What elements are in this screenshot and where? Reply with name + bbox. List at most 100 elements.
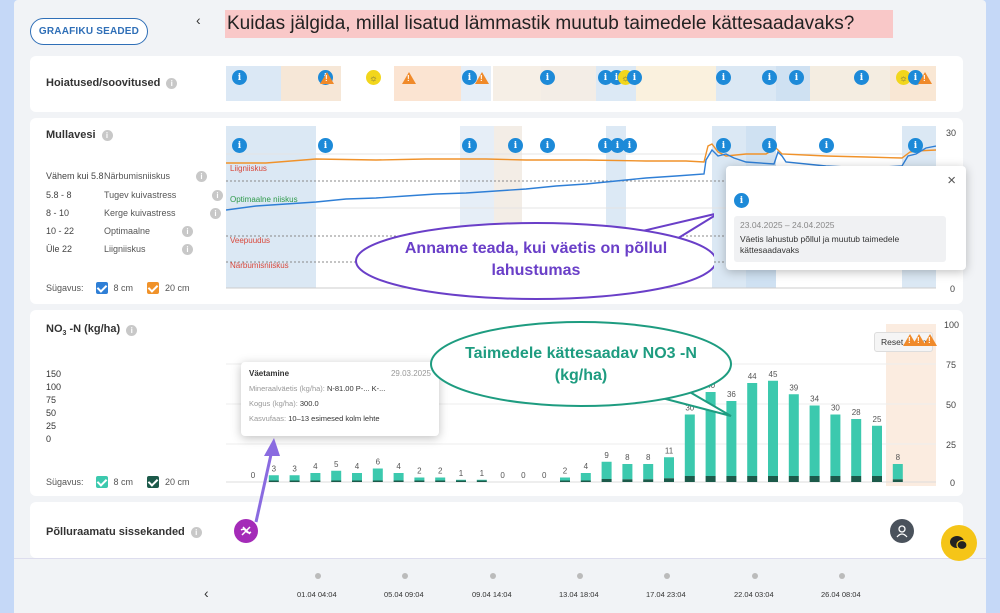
info-icon[interactable]: i xyxy=(462,70,477,85)
warning-icon[interactable]: ! xyxy=(912,334,926,346)
no3-bar[interactable] xyxy=(456,479,466,481)
depth-8cm-checkbox[interactable] xyxy=(95,282,108,294)
timeline-marker[interactable] xyxy=(315,573,321,579)
info-icon: i xyxy=(734,193,749,208)
no3-bar-deep xyxy=(768,476,778,482)
no3-bar[interactable] xyxy=(580,473,591,481)
help-icon[interactable]: i xyxy=(190,526,202,538)
info-icon[interactable]: i xyxy=(789,70,804,85)
fertilizer-event-icon[interactable] xyxy=(234,519,258,543)
info-icon[interactable]: i xyxy=(508,138,523,153)
info-icon[interactable]: i xyxy=(762,70,777,85)
no3-bar[interactable] xyxy=(643,464,654,480)
info-icon[interactable]: i xyxy=(716,70,731,85)
info-icon[interactable]: i xyxy=(627,70,642,85)
timeline-marker[interactable] xyxy=(839,573,845,579)
no3-bar[interactable] xyxy=(747,383,758,476)
help-icon[interactable]: i xyxy=(210,208,221,219)
no3-bar[interactable] xyxy=(705,392,716,476)
no3-bar[interactable] xyxy=(622,464,633,480)
info-icon[interactable]: i xyxy=(908,138,923,153)
help-icon[interactable]: i xyxy=(212,190,223,201)
timeline-prev-icon[interactable]: ‹ xyxy=(204,585,209,601)
timeline-marker[interactable] xyxy=(664,573,670,579)
warning-icon[interactable]: ! xyxy=(320,72,334,84)
popup-text: Väetis lahustub põllul ja muutub taimede… xyxy=(740,234,900,255)
no3-bar-deep xyxy=(892,479,903,482)
depth-8cm-checkbox[interactable] xyxy=(95,476,108,488)
no3-bar-label: 0 xyxy=(251,471,256,480)
no3-bar[interactable] xyxy=(830,414,841,477)
lightbulb-icon[interactable]: ☼ xyxy=(896,70,911,85)
info-icon[interactable]: i xyxy=(716,138,731,153)
field-journal-card: Põlluraamatu sissekanded i xyxy=(30,502,963,558)
lightbulb-icon[interactable]: ☼ xyxy=(366,70,381,85)
help-icon[interactable]: i xyxy=(182,226,193,237)
no3-bar-deep xyxy=(705,476,716,482)
user-avatar-icon[interactable] xyxy=(890,519,914,543)
no3-bar-label: 0 xyxy=(542,471,547,480)
info-icon[interactable]: i xyxy=(598,138,613,153)
no3-bar[interactable] xyxy=(664,457,674,479)
warning-icon[interactable]: ! xyxy=(402,72,416,84)
help-icon[interactable]: i xyxy=(196,171,207,182)
info-icon[interactable]: i xyxy=(622,138,637,153)
no3-bar[interactable] xyxy=(726,401,737,476)
timeline-marker[interactable] xyxy=(752,573,758,579)
timeline-marker[interactable] xyxy=(490,573,496,579)
info-icon[interactable]: i xyxy=(232,138,247,153)
info-icon[interactable]: i xyxy=(762,138,777,153)
no3-bar[interactable] xyxy=(788,394,799,476)
no3-title-text: NO3 -N (kg/ha) xyxy=(46,323,121,338)
help-icon[interactable]: i xyxy=(182,244,193,255)
info-icon[interactable]: i xyxy=(819,138,834,153)
info-icon[interactable]: i xyxy=(462,138,477,153)
depth-20cm-checkbox[interactable] xyxy=(147,282,160,294)
no3-bar[interactable] xyxy=(372,468,383,481)
no3-bar-label: 34 xyxy=(810,395,819,404)
warning-icon[interactable]: ! xyxy=(918,72,932,84)
warning-icon[interactable]: ! xyxy=(923,334,937,346)
no3-bar[interactable] xyxy=(892,464,903,480)
field-journal-title-text: Põlluraamatu sissekanded xyxy=(46,526,185,538)
no3-bar[interactable] xyxy=(476,479,487,481)
no3-bar[interactable] xyxy=(393,473,404,481)
no3-bar[interactable] xyxy=(684,414,695,477)
chart-settings-button[interactable]: GRAAFIKU SEADED xyxy=(30,18,148,45)
close-icon[interactable]: × xyxy=(947,172,956,189)
no3-bar[interactable] xyxy=(414,477,425,481)
no3-bar[interactable] xyxy=(289,475,300,481)
no3-bar[interactable] xyxy=(768,380,778,476)
timeline-marker[interactable] xyxy=(402,573,408,579)
info-icon[interactable]: i xyxy=(610,138,625,153)
no3-bar[interactable] xyxy=(851,419,862,476)
info-icon[interactable]: i xyxy=(318,138,333,153)
chat-icon[interactable] xyxy=(941,525,977,561)
help-icon[interactable]: i xyxy=(126,324,138,336)
page: GRAAFIKU SEADED ‹ Kuidas jälgida, millal… xyxy=(14,0,986,613)
no3-bar[interactable] xyxy=(331,470,342,481)
no3-bar[interactable] xyxy=(435,477,446,481)
no3-bar[interactable] xyxy=(268,475,279,481)
no3-bar[interactable] xyxy=(310,473,321,481)
no3-bar-label: 3 xyxy=(272,464,277,473)
no3-bar-label: 2 xyxy=(417,467,422,476)
info-icon[interactable]: i xyxy=(540,138,555,153)
collapse-chevron-icon[interactable]: ‹ xyxy=(196,12,201,28)
no3-bar[interactable] xyxy=(872,425,882,476)
depth-20cm-checkbox[interactable] xyxy=(147,476,160,488)
no3-bar[interactable] xyxy=(352,473,362,481)
moisture-axis-top: 30 xyxy=(946,128,957,138)
moisture-callout-text: Anname teada, kui väetis on põllul lahus… xyxy=(404,240,668,279)
no3-bar[interactable] xyxy=(809,405,820,477)
warning-icon[interactable]: ! xyxy=(475,72,489,84)
no3-bar[interactable] xyxy=(560,477,570,481)
help-icon[interactable]: i xyxy=(101,129,113,141)
info-icon[interactable]: i xyxy=(232,70,247,85)
timeline-marker[interactable] xyxy=(577,573,583,579)
no3-bar[interactable] xyxy=(601,461,612,479)
no3-callout-text: Taimedele kättesaadav NO3 -N (kg/ha) xyxy=(465,345,697,384)
info-icon[interactable]: i xyxy=(854,70,869,85)
info-icon[interactable]: i xyxy=(540,70,555,85)
help-icon[interactable]: i xyxy=(166,77,178,89)
